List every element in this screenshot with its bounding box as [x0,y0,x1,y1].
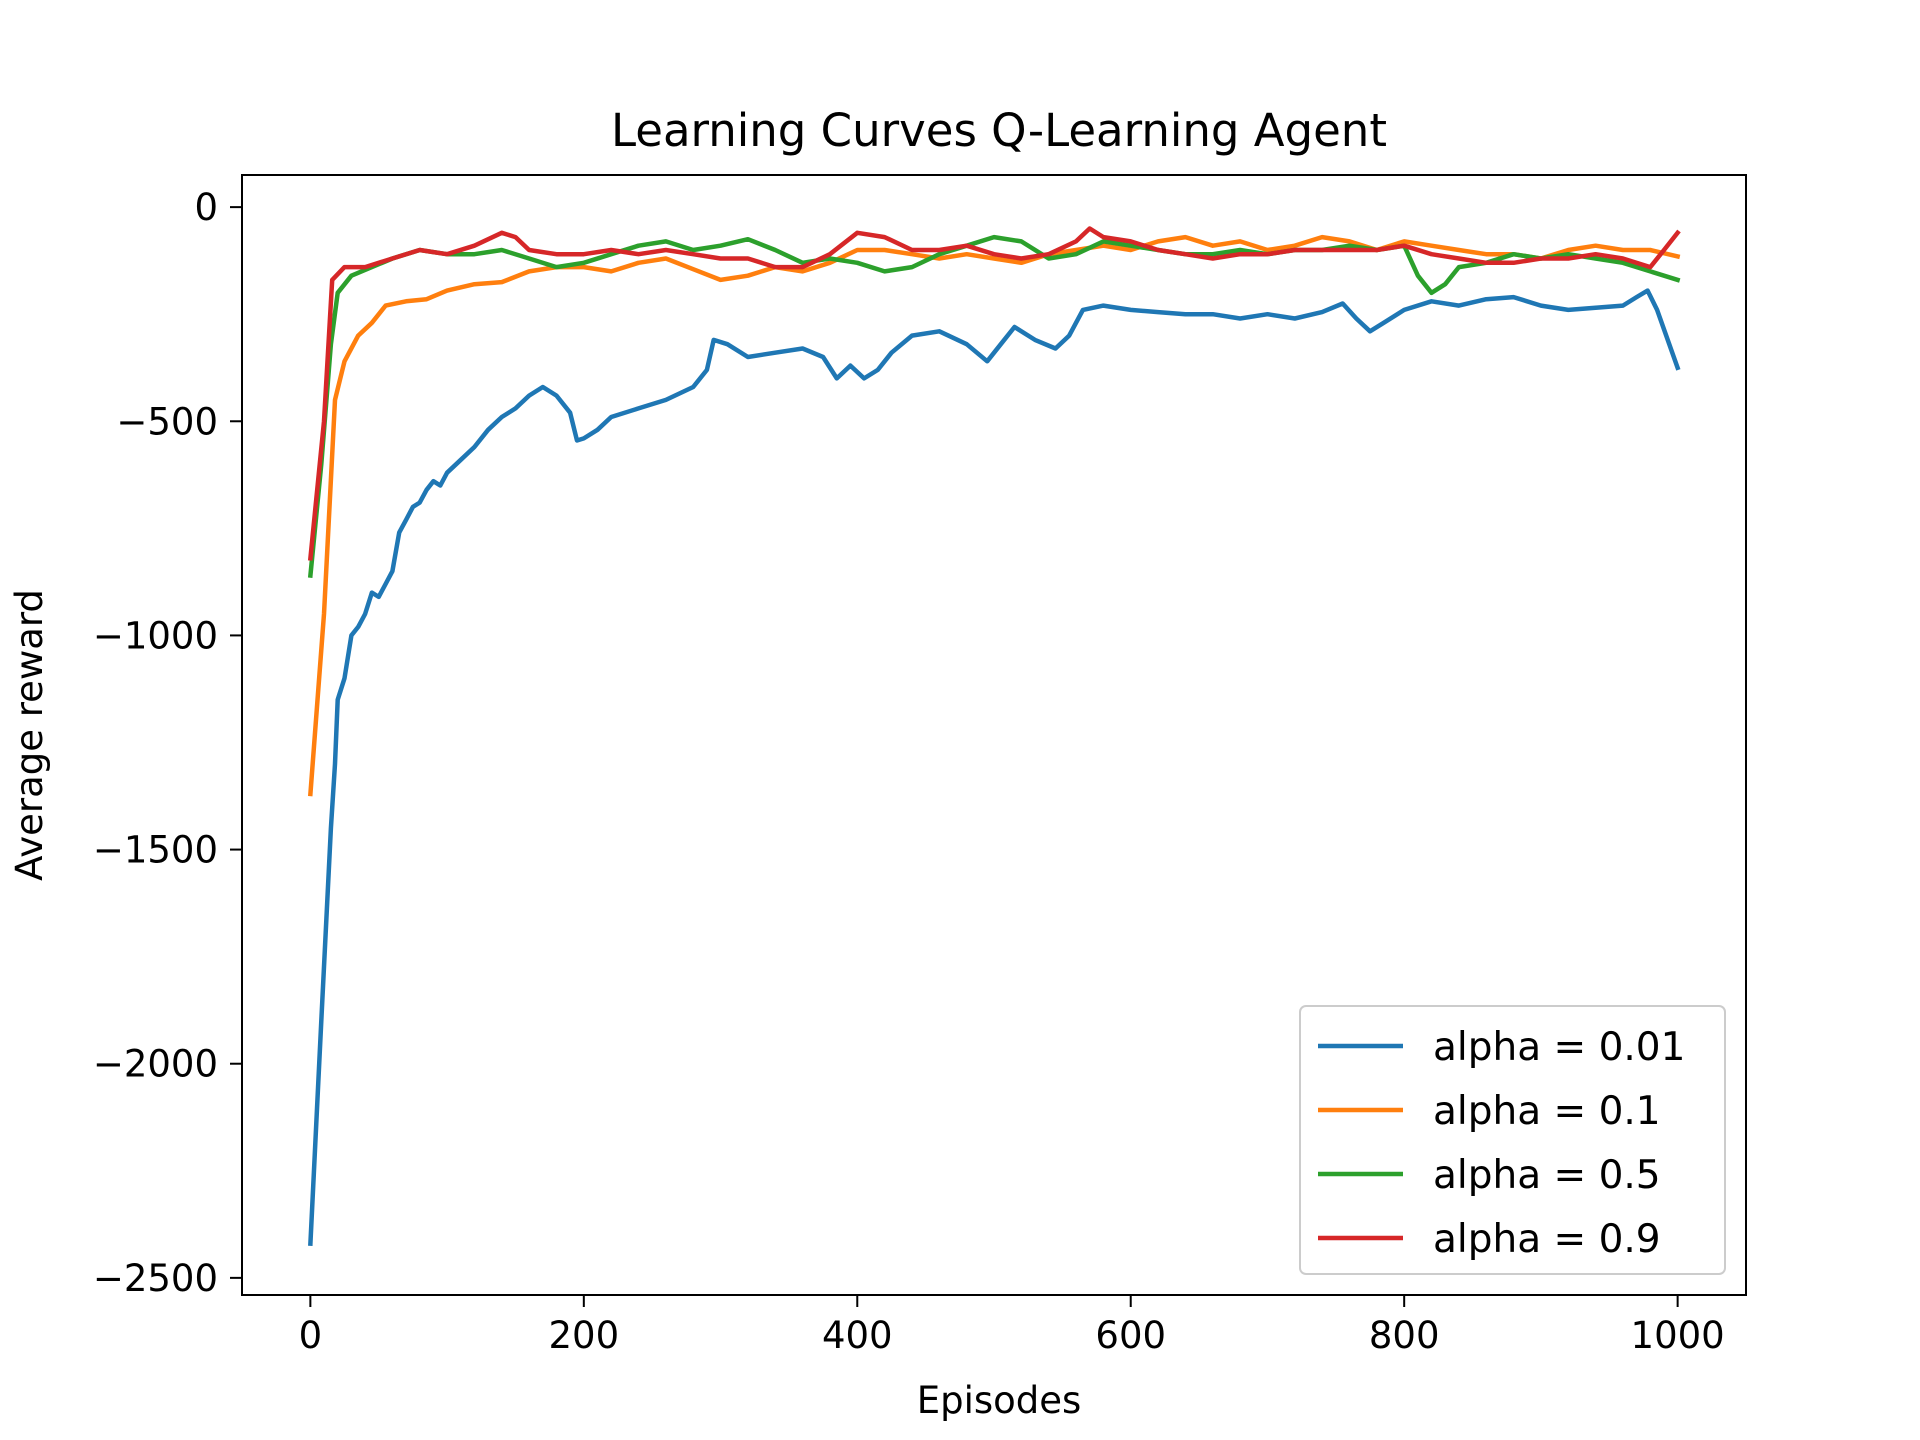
y-tick-label: −2500 [93,1257,218,1300]
axes-frame [241,174,1747,1296]
x-tick-label: 200 [549,1314,620,1357]
y-axis-label: Average reward [8,589,51,881]
x-axis-label: Episodes [917,1379,1082,1422]
plot-area [307,226,1681,1246]
series-line-3 [307,234,1681,578]
y-tick-label: −1000 [93,614,218,657]
series-line-2 [307,234,1681,797]
series-line-1 [308,288,1681,1246]
y-tick-label: −2000 [93,1043,218,1086]
chart-title: Learning Curves Q-Learning Agent [611,104,1387,157]
y-tick-label: −500 [116,400,218,443]
series-line-4 [307,226,1681,561]
legend-label-4: alpha = 0.9 [1433,1217,1661,1262]
y-tick-label: 0 [194,186,218,229]
x-tick-label: 800 [1369,1314,1440,1357]
axes: 0 200 400 600 800 1000 0 −500 −1000 −1500 −2000 −25… [93,174,1747,1357]
y-tick-label: −1500 [93,829,218,872]
x-tick-label: 600 [1095,1314,1166,1357]
legend-box [1299,1005,1726,1275]
x-tick-label: 0 [299,1314,323,1357]
series-group [307,226,1681,1246]
x-tick-label: 1000 [1631,1314,1725,1357]
legend-label-2: alpha = 0.1 [1433,1089,1661,1134]
legend: alpha = 0.01 alpha = 0.1 alpha = 0.5 alpha … [1299,1005,1726,1275]
x-tick-label: 400 [822,1314,893,1357]
legend-label-1: alpha = 0.01 [1433,1025,1685,1070]
legend-label-3: alpha = 0.5 [1433,1153,1661,1198]
